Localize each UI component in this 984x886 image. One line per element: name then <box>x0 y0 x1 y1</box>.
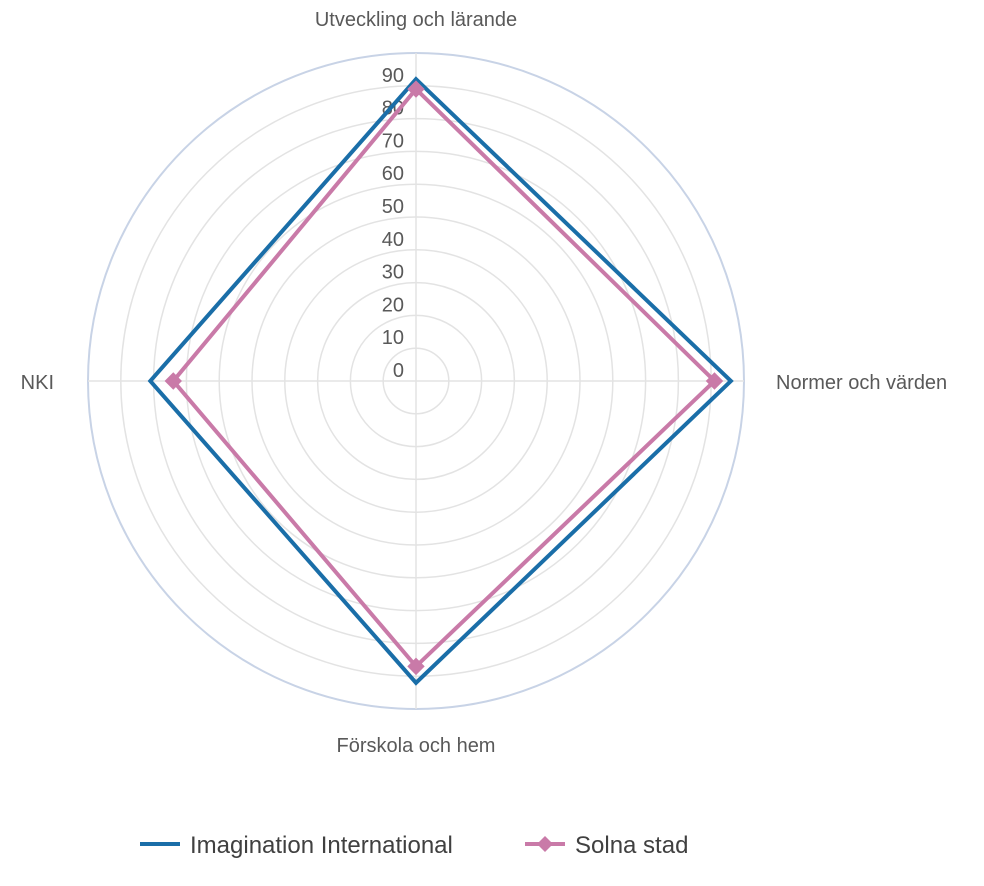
grid-layer <box>87 52 745 710</box>
legend: Imagination International Solna stad <box>140 832 688 859</box>
legend-marker <box>537 836 553 852</box>
tick-label: 90 <box>382 65 404 87</box>
axis-category-label: Utveckling och lärande <box>315 9 517 31</box>
tick-label: 70 <box>382 130 404 152</box>
legend-item: Imagination International <box>140 832 453 859</box>
data-point <box>407 80 425 98</box>
data-point <box>407 657 425 676</box>
tick-label: 50 <box>382 196 404 218</box>
legend-item: Solna stad <box>525 832 688 859</box>
tick-label: 20 <box>382 294 404 316</box>
tick-label: 10 <box>382 327 404 349</box>
legend-label: Solna stad <box>575 832 688 859</box>
tick-label: 60 <box>382 163 404 185</box>
axis-category-label: Förskola och hem <box>337 735 496 757</box>
legend-label: Imagination International <box>190 832 453 859</box>
tick-label: 0 <box>393 360 404 382</box>
tick-label: 40 <box>382 229 404 251</box>
series-layer <box>147 76 734 686</box>
axis-category-label: NKI <box>21 372 54 394</box>
data-point <box>705 372 724 390</box>
tick-label: 30 <box>382 262 404 284</box>
axis-category-label: Normer och värden <box>776 372 947 394</box>
axis-label-layer: Utveckling och lärande Normer och värden F… <box>21 9 948 757</box>
data-point <box>164 372 182 390</box>
series-line-1 <box>147 76 734 686</box>
